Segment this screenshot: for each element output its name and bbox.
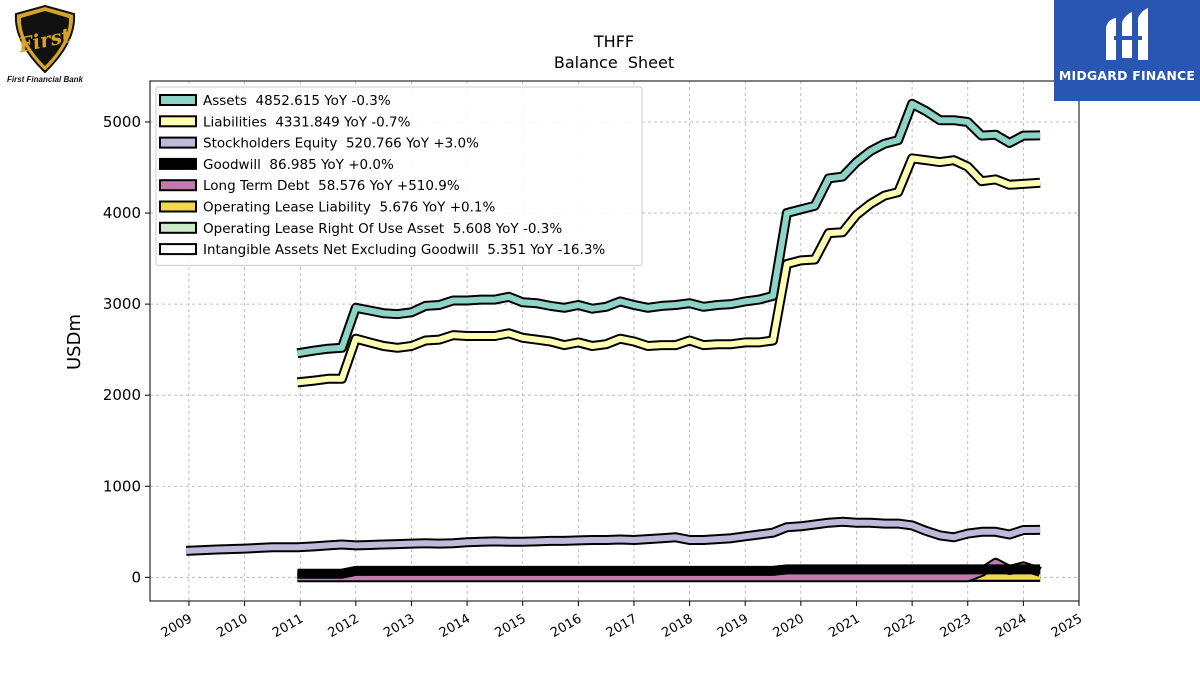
legend-item: Goodwill 86.985 YoY +0.0% bbox=[159, 157, 394, 173]
legend-box bbox=[155, 86, 643, 266]
y-axis-label: USDm bbox=[64, 314, 85, 370]
series-assets bbox=[296, 98, 1041, 359]
x-tick-label: 2025 bbox=[1049, 611, 1085, 641]
legend-swatch bbox=[159, 94, 197, 106]
x-tick-label: 2013 bbox=[381, 611, 417, 641]
x-tick-label: 2014 bbox=[437, 611, 473, 641]
legend-item: Operating Lease Liability 5.676 YoY +0.1… bbox=[159, 200, 495, 216]
chart-title: THFF bbox=[593, 32, 634, 51]
logo-caption: First Financial Bank bbox=[6, 75, 84, 84]
x-tick-label: 2010 bbox=[214, 611, 250, 641]
y-tick-label: 0 bbox=[131, 568, 141, 586]
legend-item: Liabilities 4331.849 YoY -0.7% bbox=[159, 114, 411, 130]
legend-swatch bbox=[159, 200, 197, 213]
legend-swatch bbox=[159, 136, 197, 149]
legend-swatch bbox=[159, 115, 197, 128]
y-tick-label: 1000 bbox=[103, 477, 141, 495]
x-tick-label: 2024 bbox=[993, 611, 1029, 641]
series-line bbox=[296, 100, 1041, 357]
legend-label: Intangible Assets Net Excluding Goodwill… bbox=[203, 242, 605, 258]
legend: Assets 4852.615 YoY -0.3% Liabilities 433… bbox=[155, 86, 643, 266]
series-line bbox=[297, 155, 1041, 386]
series-liabilities bbox=[296, 153, 1041, 388]
x-tick-label: 2009 bbox=[159, 611, 195, 641]
series-goodwill bbox=[297, 564, 1041, 579]
x-tick-label: 2017 bbox=[604, 611, 640, 641]
series-line bbox=[186, 518, 1041, 554]
first-financial-bank-logo: First First Financial Bank bbox=[4, 4, 86, 86]
y-tick-label: 2000 bbox=[103, 386, 141, 404]
x-tick-label: 2015 bbox=[493, 611, 529, 641]
shield-logo-icon: First bbox=[14, 4, 76, 74]
legend-item: Assets 4852.615 YoY -0.3% bbox=[159, 93, 391, 109]
legend-swatch bbox=[159, 243, 197, 256]
y-tick-label: 5000 bbox=[103, 113, 141, 131]
chart-subtitle: Balance Sheet bbox=[554, 53, 674, 72]
legend-item: Stockholders Equity 520.766 YoY +3.0% bbox=[159, 136, 479, 152]
series-line bbox=[297, 566, 1041, 577]
series-lines bbox=[185, 98, 1042, 583]
legend-label: Stockholders Equity 520.766 YoY +3.0% bbox=[203, 136, 479, 152]
x-tick-label: 2016 bbox=[548, 611, 584, 641]
legend-label: Goodwill 86.985 YoY +0.0% bbox=[203, 157, 394, 173]
x-tick-label: 2018 bbox=[659, 611, 695, 641]
legend-label: Assets 4852.615 YoY -0.3% bbox=[203, 93, 391, 109]
x-tick-label: 2012 bbox=[326, 611, 362, 641]
y-tick-label: 4000 bbox=[103, 204, 141, 222]
plot-frame bbox=[149, 80, 1080, 602]
y-tick-label: 3000 bbox=[103, 295, 141, 313]
logo-caption: MIDGARD FINANCE bbox=[1058, 68, 1196, 83]
legend-item: Operating Lease Right Of Use Asset 5.608… bbox=[159, 221, 562, 237]
legend-label: Long Term Debt 58.576 YoY +510.9% bbox=[203, 178, 460, 194]
legend-label: Liabilities 4331.849 YoY -0.7% bbox=[203, 114, 411, 130]
legend-item: Long Term Debt 58.576 YoY +510.9% bbox=[159, 178, 460, 194]
legend-item: Intangible Assets Net Excluding Goodwill… bbox=[159, 242, 605, 258]
x-tick-label: 2019 bbox=[715, 611, 751, 641]
series-stockholders-equity bbox=[185, 516, 1041, 556]
legend-swatch bbox=[159, 221, 197, 234]
x-tick-label: 2020 bbox=[771, 611, 807, 641]
x-tick-label: 2022 bbox=[882, 611, 918, 641]
legend-swatch bbox=[159, 157, 197, 170]
x-tick-label: 2023 bbox=[938, 611, 974, 641]
midgard-finance-logo: MIDGARD FINANCE bbox=[1054, 0, 1200, 101]
legend-label: Operating Lease Liability 5.676 YoY +0.1… bbox=[203, 200, 495, 216]
x-tick-label: 2011 bbox=[270, 611, 306, 641]
legend-label: Operating Lease Right Of Use Asset 5.608… bbox=[203, 221, 562, 237]
legend-swatch bbox=[159, 179, 197, 192]
x-tick-label: 2021 bbox=[826, 611, 862, 641]
midgard-mark-icon bbox=[1106, 8, 1148, 60]
